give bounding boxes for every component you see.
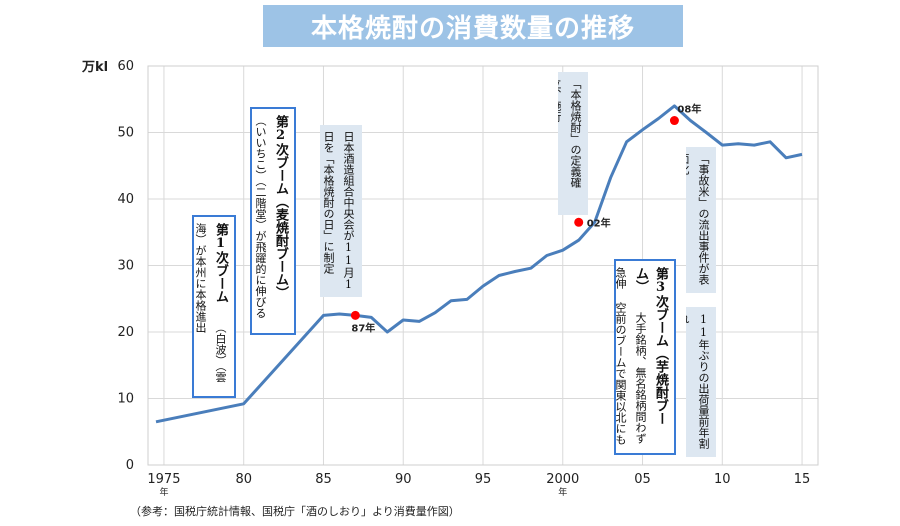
annotation-boom3: 第3次ブーム（芋焼酎ブーム） 大手銘柄、無名銘柄問わず急伸 空前のブームで関東以… bbox=[614, 259, 676, 455]
annotation-boom2: 第2次ブーム（麦焼酎ブーム） （いいちこ）（二階堂）が飛躍的に伸びる bbox=[250, 107, 296, 335]
annotation-rice-body: 「事故米」の流出事件が表面化 bbox=[686, 153, 710, 285]
y-tick-label-50: 50 bbox=[117, 126, 134, 141]
marker-label-0: 87年 bbox=[351, 321, 375, 334]
marker-point-2 bbox=[669, 116, 679, 126]
x-tick-label-2015: 15 bbox=[794, 472, 811, 487]
chart-title: 本格焼酎の消費数量の推移 bbox=[263, 5, 683, 47]
marker-point-1 bbox=[574, 217, 584, 227]
marker-point-0 bbox=[350, 310, 360, 320]
x-tick-label-1990: 90 bbox=[395, 472, 412, 487]
annotation-day: 日本酒造組合中央会が11月1日を「本格焼酎の日」に制定 bbox=[320, 125, 362, 297]
y-tick-label-40: 40 bbox=[117, 192, 134, 207]
y-axis: 0 10 20 30 40 50 60 万kl bbox=[81, 59, 134, 473]
marker-group: 87年 02年 08年 bbox=[350, 103, 701, 334]
annotation-boom3-head: 第3次ブーム（芋焼酎ブーム） bbox=[633, 267, 668, 425]
marker-label-2: 08年 bbox=[677, 103, 701, 116]
source-note: （参考：国税庁統計情報、国税庁「酒のしおり」より消費量作図） bbox=[130, 505, 460, 518]
gridlines bbox=[147, 65, 819, 466]
x-tick-label-2005: 05 bbox=[634, 472, 651, 487]
series-line bbox=[155, 104, 803, 424]
x-tick-label-2010: 10 bbox=[714, 472, 731, 487]
y-tick-label-10: 10 bbox=[117, 392, 134, 407]
marker-label-1: 02年 bbox=[587, 216, 611, 229]
y-tick-label-20: 20 bbox=[117, 325, 134, 340]
x-tick-sub-1975: 年 bbox=[159, 486, 168, 498]
annotation-def-body: 「本格焼酎」の定義確立、施行 bbox=[558, 78, 582, 188]
annotation-rice: 「事故米」の流出事件が表面化 bbox=[686, 147, 716, 293]
annotation-boom2-head: 第2次ブーム（麦焼酎ブーム） bbox=[273, 115, 288, 299]
annotation-boom2-body: （いいちこ）（二階堂）が飛躍的に伸びる bbox=[254, 115, 267, 319]
x-tick-label-1975: 1975 bbox=[147, 472, 180, 487]
annotation-boom3-body: 大手銘柄、無名銘柄問わず急伸 空前のブームで関東以北にも進出 bbox=[614, 267, 647, 445]
x-tick-label-1995: 95 bbox=[475, 472, 492, 487]
y-tick-label-30: 30 bbox=[117, 259, 134, 274]
plot-frame bbox=[147, 65, 819, 466]
x-tick-label-1985: 85 bbox=[315, 472, 332, 487]
annotation-drop-body: 11年ぶりの出荷量前年割れ bbox=[686, 313, 710, 449]
x-tick-label-2000: 2000 bbox=[546, 472, 579, 487]
x-tick-label-1980: 80 bbox=[235, 472, 252, 487]
annotation-boom1-body: （白波）（雲海）が本州に本格進出 bbox=[194, 223, 227, 383]
y-axis-label: 万kl bbox=[81, 60, 108, 75]
annotation-boom1-head: 第1次ブーム bbox=[213, 223, 228, 303]
y-tick-label-60: 60 bbox=[117, 59, 134, 74]
annotation-drop: 11年ぶりの出荷量前年割れ bbox=[686, 307, 716, 457]
series-line-group bbox=[155, 104, 803, 424]
y-tick-label-0: 0 bbox=[126, 458, 134, 473]
annotation-day-body: 日本酒造組合中央会が11月1日を「本格焼酎の日」に制定 bbox=[322, 131, 355, 291]
x-tick-sub-2000: 年 bbox=[558, 486, 567, 498]
annotation-def: 「本格焼酎」の定義確立、施行 bbox=[558, 72, 588, 215]
annotation-boom1: 第1次ブーム （白波）（雲海）が本州に本格進出 bbox=[192, 215, 236, 398]
